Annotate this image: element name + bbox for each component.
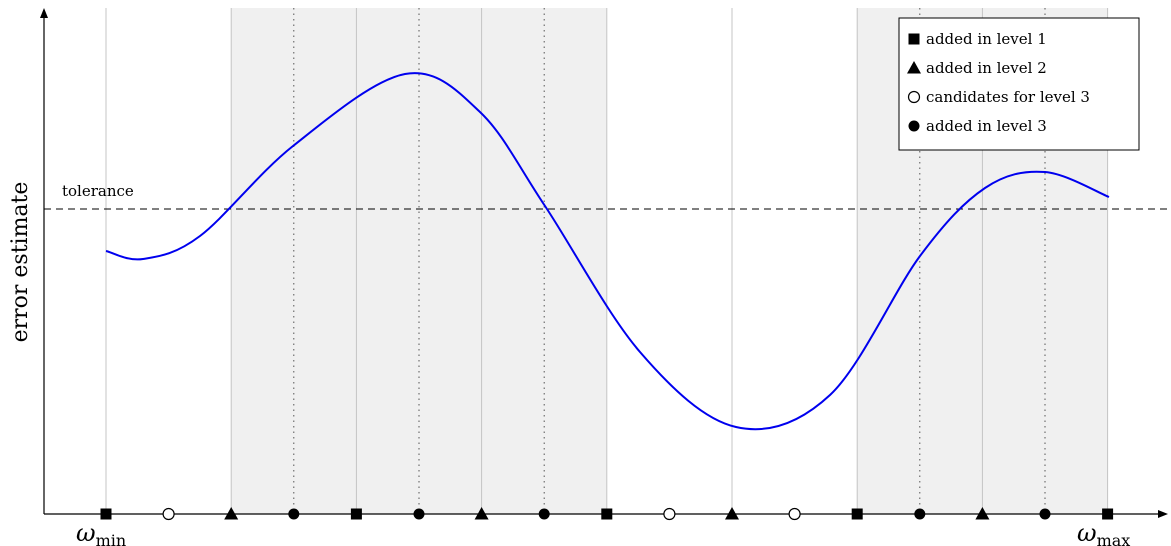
filled-circle-marker xyxy=(538,508,550,520)
triangle-marker xyxy=(224,507,239,520)
square-marker xyxy=(851,508,863,520)
error-curve xyxy=(105,72,1110,431)
filled-circle-marker xyxy=(288,508,300,520)
legend: added in level 1 added in level 2 candidat… xyxy=(898,17,1140,151)
square-marker xyxy=(100,508,112,520)
legend-triangle-marker xyxy=(907,61,921,74)
square-marker xyxy=(1102,508,1114,520)
triangle-marker xyxy=(975,507,990,520)
legend-label: added in level 2 xyxy=(926,59,1047,77)
legend-label: added in level 1 xyxy=(926,30,1047,48)
filled-circle-marker xyxy=(914,508,926,520)
y-axis-arrowhead xyxy=(40,8,48,18)
x-min-label: ωmin xyxy=(76,519,126,546)
open-circle-marker xyxy=(663,507,676,521)
x-axis-arrowhead xyxy=(1158,510,1168,518)
y-axis-label: error estimate xyxy=(8,182,33,343)
open-circle-marker xyxy=(788,507,801,521)
square-marker xyxy=(601,508,613,520)
triangle-marker xyxy=(725,507,739,520)
tolerance-label: tolerance xyxy=(62,182,134,200)
legend-box xyxy=(898,17,1140,151)
dotted-refinement-lines xyxy=(293,8,1046,514)
x-max-label: ωmax xyxy=(1077,519,1130,546)
filled-circle-marker xyxy=(1039,508,1051,520)
legend-square-marker xyxy=(908,33,920,45)
triangle-marker xyxy=(474,507,489,520)
legend-label: added in level 3 xyxy=(926,117,1047,135)
sample-markers xyxy=(100,507,1114,521)
open-circle-marker xyxy=(162,507,175,521)
legend-label: candidates for level 3 xyxy=(926,88,1090,106)
square-marker xyxy=(350,508,362,520)
filled-circle-marker xyxy=(413,508,425,520)
legend-open-circle-marker xyxy=(907,90,921,104)
legend-filled-circle-marker xyxy=(908,120,920,132)
